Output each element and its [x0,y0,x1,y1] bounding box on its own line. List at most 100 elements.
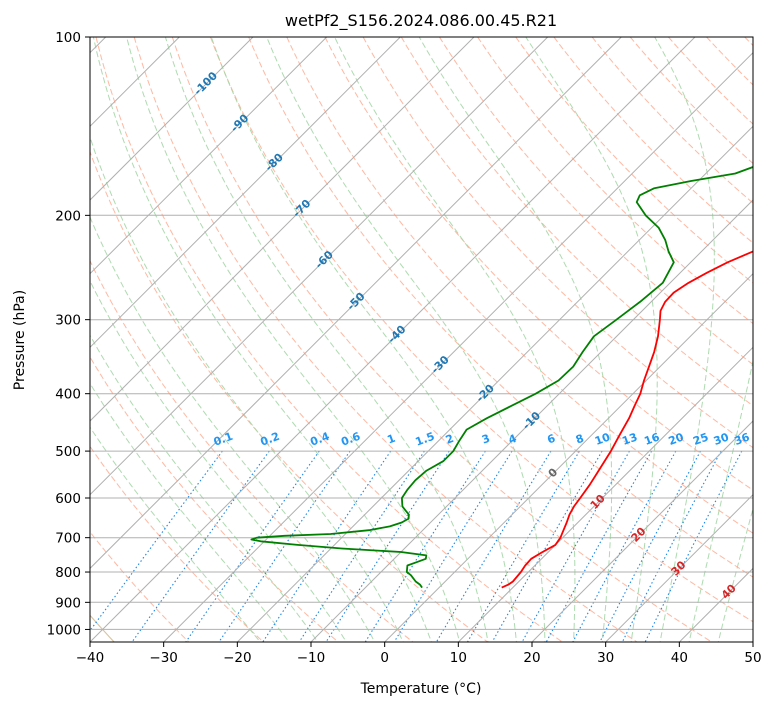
isotherm-line [383,272,753,642]
mixing-ratio-line [545,450,653,642]
y-tick-label: 100 [55,30,81,46]
x-tick-label: 10 [450,650,467,666]
mixing-ratio-line [644,450,743,642]
mixing-ratio-label: 4 [507,432,519,447]
isotherm-line [310,199,753,642]
isotherm-line [90,37,328,275]
moist-adiabat [90,426,261,642]
dry-adiabat [90,356,340,642]
mixing-ratio-label: 16 [642,430,661,448]
isotherm-line [236,125,753,642]
moist-adiabat [418,37,613,642]
mixing-ratio-line [393,450,513,642]
y-tick-label: 300 [55,313,81,329]
y-tick-label: 700 [55,531,81,547]
y-axis: 100 200 300 400 500 600 700 800 900 1000 [47,30,90,638]
moist-adiabat [126,37,461,642]
y-tick-label: 200 [55,208,81,224]
x-axis-label: Temperature (°C) [360,681,482,697]
plot-frame [89,36,754,643]
dry-adiabat [477,37,753,325]
isotherm-line [604,493,753,642]
dry-adiabat [95,37,564,642]
isotherm-line [90,37,549,496]
moist-adiabat [525,37,658,642]
mixing-ratio-label: 0.4 [309,430,332,449]
moist-adiabat [90,135,404,642]
x-tick-label: −30 [149,650,178,666]
mixing-ratio-label: 20 [667,430,686,448]
isotherm-line [162,51,753,642]
mixing-ratio-line [572,450,677,642]
mixing-ratio-label: 25 [691,430,710,447]
dry-adiabat [133,37,638,642]
dry-adiabat [171,37,713,642]
mixing-ratio-label: 36 [733,430,752,448]
y-tick-label: 1000 [47,622,81,638]
isotherm-line [90,37,401,349]
x-tick-label: 40 [671,650,688,666]
x-tick-label: −10 [297,650,326,666]
x-tick-label: −40 [76,650,105,666]
background-lines [90,37,753,642]
y-tick-label: 400 [55,387,81,403]
dry-adiabat [362,37,753,449]
dry-adiabat [324,37,753,491]
x-axis: −40 −30 −20 −10 0 10 20 30 40 50 [76,642,762,666]
mixing-ratio-labels: 0.1 0.2 0.4 0.6 1 1.5 2 3 4 6 8 10 13 16 20 25 30 36 [212,430,752,449]
dry-adiabat [515,37,753,284]
chart-title: wetPf2_S156.2024.086.00.45.R21 [285,11,557,31]
mixing-ratio-line [521,450,630,642]
x-tick-label: −20 [223,650,252,666]
dry-adiabat [90,259,414,642]
isotherm-line [531,420,753,642]
moist-adiabat [90,279,347,642]
mixing-ratio-label: 30 [712,430,731,448]
isotherm-line [90,37,622,570]
mixing-ratio-label: 1.5 [414,430,437,449]
dry-adiabat [400,37,753,407]
moist-adiabat [90,334,319,642]
y-tick-label: 500 [55,444,81,460]
moist-adiabat [90,382,290,642]
mixing-ratio-label: 3 [480,432,492,447]
dry-adiabat [591,37,753,204]
moist-adiabat [654,37,715,642]
isotherm-line [90,37,475,422]
isotherm-line [90,37,254,201]
x-tick-label: 20 [523,650,540,666]
dry-adiabat [90,150,489,642]
dry-adiabat [629,37,753,165]
plot-background [90,37,753,642]
mixing-ratio-label: 10 [593,430,612,448]
x-tick-label: 50 [744,650,761,666]
mixing-ratio-line [90,450,223,632]
dry-adiabat [90,531,190,642]
moist-adiabat [334,37,576,642]
x-tick-label: 30 [597,650,614,666]
dewpoint-profile [250,166,753,589]
pressure-grid [90,37,753,630]
y-tick-label: 800 [55,565,81,581]
y-tick-label: 600 [55,491,81,507]
mixing-ratio-label: 0.6 [339,430,362,449]
mixing-ratio-line [466,450,580,642]
mixing-ratio-label: 0.2 [259,430,282,449]
mixing-ratio-label: 2 [444,432,456,447]
dry-adiabat [210,37,753,623]
mixing-ratio-line [218,450,351,642]
moist-adiabat [164,37,489,642]
mixing-ratio-label: 0.1 [212,430,235,449]
moist-adiabat [90,215,376,642]
temperature-profile [501,250,753,589]
moist-adiabat [266,37,546,642]
profile-series [250,166,753,589]
mixing-ratio-line [435,450,552,642]
isotherm-line [90,37,696,642]
x-tick-label: 0 [380,650,389,666]
mixing-ratio-label: 8 [574,432,586,447]
mixing-ratio-label: 6 [545,432,557,447]
mixing-ratio-line [325,450,450,642]
dry-adiabat [286,37,753,534]
